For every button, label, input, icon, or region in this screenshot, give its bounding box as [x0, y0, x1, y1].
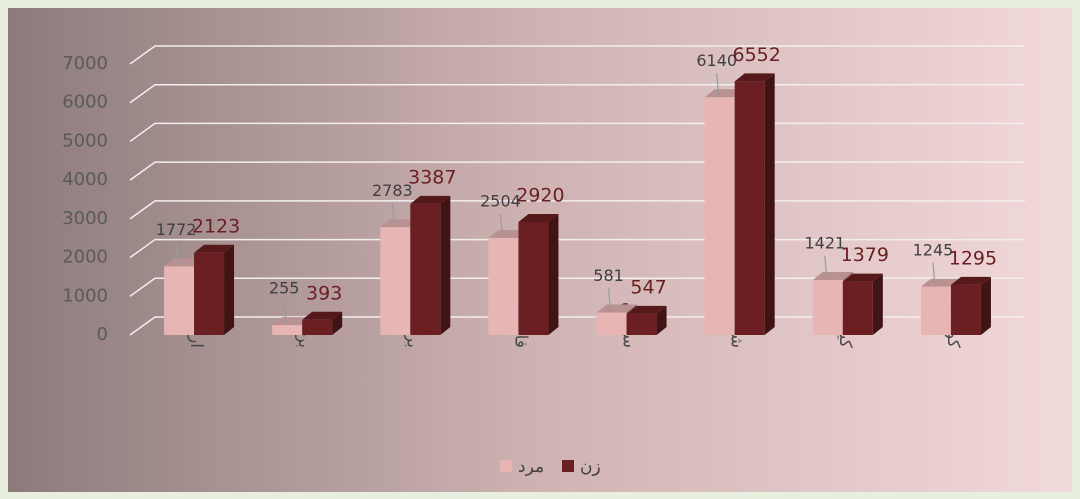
- bar: [518, 221, 549, 335]
- value-label: 393: [306, 282, 342, 304]
- bar-side: [224, 244, 235, 335]
- bar: [950, 284, 981, 335]
- bar-side: [872, 273, 883, 335]
- bar-side: [548, 213, 559, 335]
- bar-top: [302, 311, 343, 320]
- bar-side: [980, 276, 991, 335]
- bar: [488, 238, 519, 335]
- legend-label: مرد: [518, 457, 544, 477]
- bar: [272, 325, 303, 335]
- value-label: 3387: [408, 166, 456, 188]
- leader-line: [391, 203, 395, 226]
- bar-side: [656, 305, 667, 335]
- value-label: 2123: [192, 215, 240, 237]
- bar-top: [518, 213, 559, 222]
- bar-top: [626, 305, 667, 314]
- value-label: 255: [269, 279, 300, 298]
- value-label: 547: [630, 276, 666, 298]
- y-tick-label: 3000: [62, 208, 108, 229]
- bar-top: [734, 73, 775, 82]
- y-tick-label: 1000: [62, 285, 108, 306]
- leader-line: [824, 255, 828, 279]
- bar: [164, 266, 195, 335]
- y-tick-label: 6000: [62, 92, 108, 113]
- leader-line: [499, 214, 504, 237]
- value-label: 1772: [156, 220, 197, 239]
- y-tick-label: 5000: [62, 130, 108, 151]
- bar: [704, 97, 735, 336]
- y-tick-label: 7000: [62, 53, 108, 74]
- bar: [734, 81, 765, 336]
- leader-line: [283, 301, 287, 324]
- bar: [410, 203, 441, 335]
- y-tick-label: 0: [97, 324, 108, 345]
- legend-label: زن: [580, 457, 601, 477]
- value-label: 581: [593, 266, 624, 285]
- bar-top: [410, 195, 451, 204]
- value-label: 1379: [841, 244, 889, 266]
- value-label: 1421: [804, 233, 845, 252]
- bar-side: [440, 195, 451, 335]
- bar: [194, 252, 225, 335]
- value-label: 2783: [372, 181, 413, 200]
- bar: [596, 312, 627, 335]
- bar-top: [920, 278, 961, 287]
- bar-side: [332, 311, 343, 335]
- value-label: 1245: [913, 240, 954, 259]
- bar: [380, 227, 411, 335]
- grid-line: [129, 45, 1025, 65]
- value-label: 1295: [949, 247, 997, 269]
- bar-top: [950, 276, 991, 285]
- leader-line: [932, 262, 936, 285]
- y-tick-label: 2000: [62, 247, 108, 268]
- leader-line: [175, 242, 179, 265]
- bar: [842, 281, 873, 335]
- bar: [920, 286, 951, 335]
- value-label: 2504: [480, 192, 521, 211]
- bar-top: [812, 271, 853, 280]
- bar-top: [842, 273, 883, 282]
- value-label: 6140: [696, 51, 737, 70]
- bar: [812, 279, 843, 335]
- value-label: 2920: [516, 184, 564, 206]
- bar-top: [596, 304, 637, 313]
- y-tick-label: 4000: [62, 169, 108, 190]
- leader-line: [716, 73, 720, 96]
- legend-swatch: [562, 460, 574, 472]
- bar-top: [194, 244, 235, 253]
- bar: [626, 313, 657, 335]
- legend-swatch: [500, 460, 512, 472]
- bar-side: [764, 73, 775, 336]
- leader-line: [607, 288, 612, 311]
- value-label: 6552: [733, 44, 781, 66]
- bar: [302, 319, 333, 335]
